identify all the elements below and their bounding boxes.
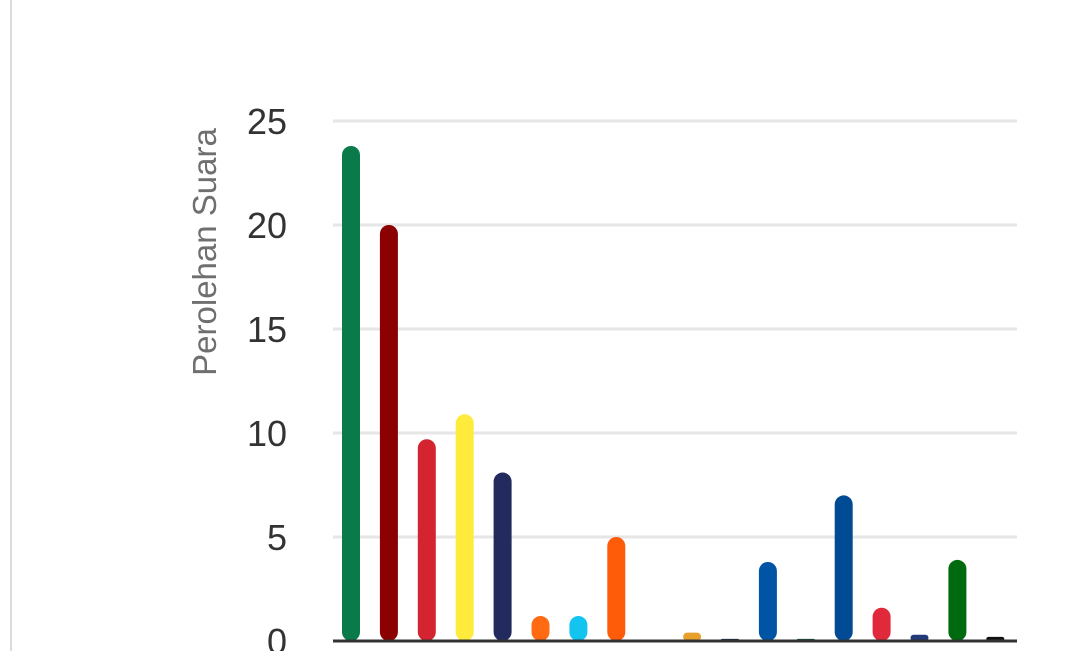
- bar: [417, 439, 436, 641]
- bar: [834, 495, 853, 641]
- bar: [342, 145, 360, 641]
- bar: [569, 616, 588, 641]
- bar: [758, 561, 777, 641]
- bar: [493, 472, 512, 641]
- left-border: [10, 0, 12, 651]
- bar: [948, 559, 967, 641]
- bar: [531, 616, 550, 641]
- bar: [683, 632, 702, 641]
- bar: [910, 634, 929, 641]
- bar: [607, 537, 626, 641]
- y-tick-label: 10: [247, 413, 287, 454]
- y-tick-labels: 0 5 10 15 20 25: [247, 101, 287, 651]
- y-tick-label: 25: [247, 101, 287, 142]
- y-tick-label: 20: [247, 205, 287, 246]
- bar: [872, 607, 891, 641]
- bar: [379, 225, 398, 641]
- bars: [342, 145, 1005, 641]
- y-tick-label: 5: [267, 517, 287, 558]
- bar: [455, 414, 474, 641]
- y-axis-title: Perolehan Suara: [186, 128, 223, 376]
- y-tick-label: 0: [267, 621, 287, 651]
- grid-lines: [333, 119, 1017, 539]
- y-tick-label: 15: [247, 309, 287, 350]
